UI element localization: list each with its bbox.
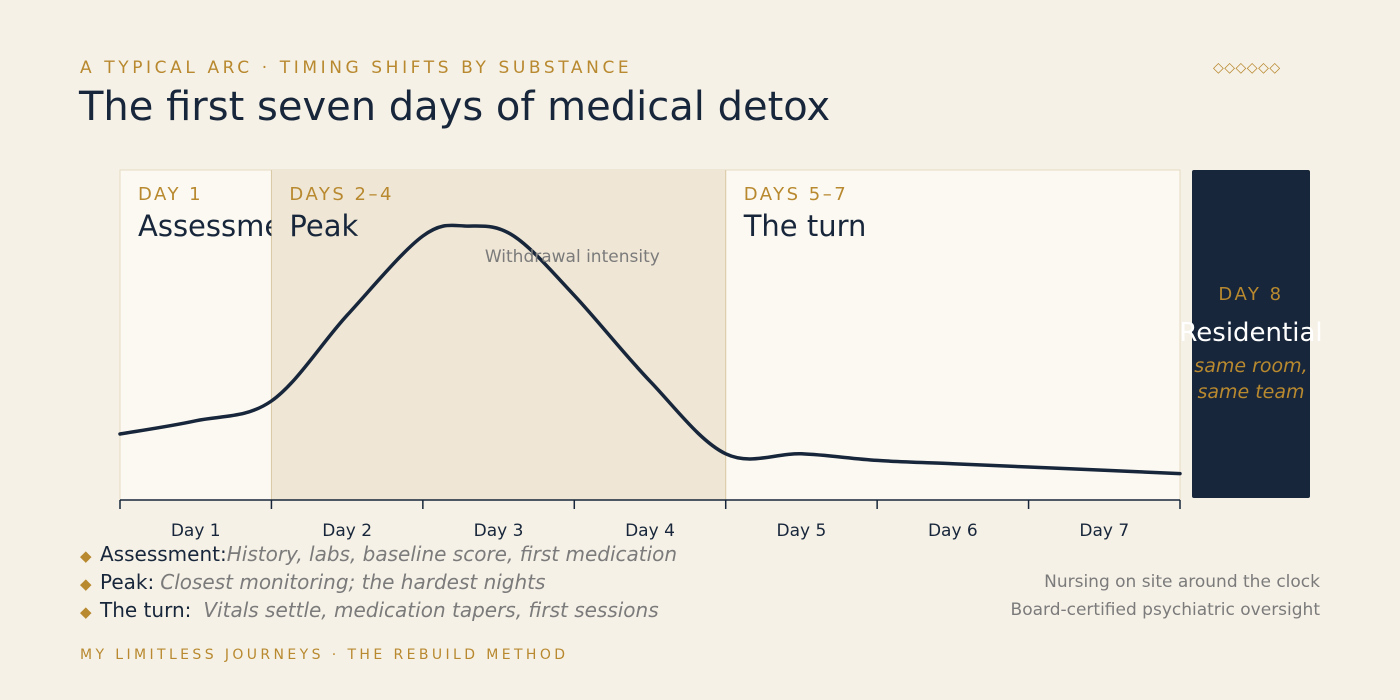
phase-name-label: Peak [289, 209, 358, 243]
x-tick-label: Day 7 [1079, 521, 1129, 541]
phase-days-label: DAYS 2–4 [289, 184, 394, 205]
legend-item-peak: ◆ Peak: Closest monitoring; the hardest ni… [80, 568, 545, 596]
x-tick-label: Day 1 [171, 521, 221, 541]
x-tick-label: Day 3 [474, 521, 524, 541]
diamond-ornament-icon: ◇◇◇◇◇◇ [1213, 60, 1281, 76]
legend-name: The turn: [100, 598, 192, 622]
phase-name-label: The turn [743, 209, 867, 243]
phase-days-label: DAY 1 [138, 184, 203, 205]
legend-desc: Closest monitoring; the hardest nights [160, 570, 546, 594]
legend-name: Assessment: [100, 542, 227, 566]
diamond-bullet-icon: ◆ [80, 547, 92, 565]
next-phase-days: DAY 8 [1218, 284, 1283, 305]
footer-brand: MY LIMITLESS JOURNEYS · THE REBUILD METH… [80, 647, 569, 663]
next-phase-name: Residential [1179, 318, 1322, 348]
phase-name-label: Assessment [138, 209, 312, 243]
diamond-bullet-icon: ◆ [80, 603, 92, 621]
series-label: Withdrawal intensity [485, 247, 660, 267]
next-phase-card [1192, 170, 1310, 498]
note-nursing: Nursing on site around the clock [1044, 572, 1320, 592]
x-tick-label: Day 6 [928, 521, 978, 541]
legend-desc: Vitals settle, medication tapers, first … [203, 598, 659, 622]
chart-eyebrow: A TYPICAL ARC · TIMING SHIFTS BY SUBSTAN… [80, 58, 633, 78]
legend-item-the-turn: ◆ The turn: Vitals settle, medication tape… [80, 596, 659, 624]
x-tick-label: Day 4 [625, 521, 675, 541]
legend-item-assessment: ◆ Assessment:History, labs, baseline scor… [80, 540, 677, 568]
next-phase-note-2: same team [1197, 381, 1304, 403]
legend-desc: History, labs, baseline score, first med… [226, 542, 678, 566]
next-phase-note-1: same room, [1194, 355, 1307, 377]
note-psychiatric: Board-certified psychiatric oversight [1010, 600, 1320, 620]
series-line-withdrawal-intensity [118, 223, 1182, 476]
diamond-bullet-icon: ◆ [80, 575, 92, 593]
legend-name: Peak: [100, 570, 155, 594]
phase-band-1 [271, 170, 726, 500]
x-tick-label: Day 5 [777, 521, 827, 541]
chart-title: The first seven days of medical detox [79, 84, 831, 130]
x-tick-label: Day 2 [322, 521, 372, 541]
phase-days-label: DAYS 5–7 [744, 184, 849, 205]
